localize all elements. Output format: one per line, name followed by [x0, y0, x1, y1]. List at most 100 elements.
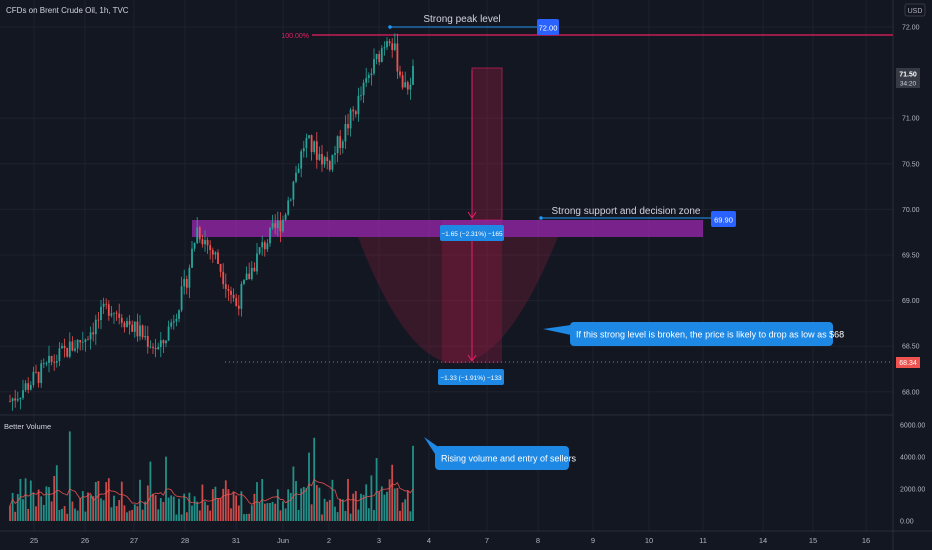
volume-bar [162, 501, 165, 521]
time-tick-label: 14 [759, 536, 767, 545]
candle-body [253, 267, 256, 272]
callout-break-text: If this strong level is broken, the pric… [576, 330, 844, 340]
candle-body [16, 399, 19, 401]
volume-bar [14, 511, 17, 521]
candle-body [58, 348, 61, 362]
drop-projection-curve [358, 237, 558, 364]
candle-body [367, 75, 370, 78]
candle-body [178, 310, 180, 319]
currency-label: USD [908, 8, 923, 15]
candle-body [92, 332, 95, 335]
price-tick-label: 71.00 [902, 116, 920, 123]
price-axis[interactable]: 72.00 71.00 70.50 70.00 69.50 69.00 68.50 68.00 [902, 25, 920, 397]
volume-bar [274, 503, 277, 521]
volume-bar [318, 487, 321, 521]
peak-badge[interactable] [537, 19, 559, 35]
support-badge[interactable] [711, 211, 736, 227]
time-tick-label: 16 [862, 536, 870, 545]
volume-bar [128, 510, 131, 521]
volume-bar [40, 496, 43, 521]
time-tick-label: 25 [30, 536, 38, 545]
candle-body [243, 280, 245, 284]
volume-bar [240, 491, 243, 521]
volume-axis[interactable]: 6000.00 4000.00 2000.00 0.00 [900, 423, 925, 526]
volume-bar [146, 485, 149, 521]
candle-body [258, 247, 261, 254]
volume-bar [292, 466, 295, 521]
volume-bar [328, 499, 331, 521]
candle-body [388, 41, 391, 44]
volume-bar [27, 508, 30, 521]
volume-bar [253, 493, 256, 521]
candle-body [175, 318, 178, 322]
currency-button[interactable] [904, 3, 926, 17]
candle-body [131, 324, 134, 332]
symbol-title: CFDs on Brent Crude Oil, 1h, TVC [6, 6, 129, 15]
volume-bar [289, 492, 292, 521]
volume-bar [185, 512, 188, 521]
peak-note-text: Strong peak level [423, 14, 500, 25]
volume-bar [287, 489, 290, 521]
measure-box-upper[interactable] [471, 67, 503, 221]
time-axis[interactable]: 25 26 27 28 31 Jun 2 3 4 7 8 9 10 11 14 15 16 [30, 536, 870, 545]
grid-lines [0, 0, 893, 531]
time-tick-label: 3 [377, 536, 381, 545]
volume-bar [214, 486, 217, 521]
candle-body [328, 161, 331, 170]
volume-bar [24, 478, 27, 521]
volume-bar [144, 501, 147, 521]
candle-body [79, 339, 82, 343]
candle-body [29, 384, 32, 390]
candle-body [235, 297, 238, 306]
volume-bar [35, 506, 37, 521]
volume-bar [11, 492, 14, 521]
candle-body [154, 347, 157, 350]
volume-bar [133, 504, 136, 521]
volume-bar [211, 489, 214, 521]
candle-body [149, 346, 152, 348]
candle-body [308, 135, 310, 138]
candle-body [211, 250, 214, 255]
candle-body [271, 223, 274, 228]
candle-body [188, 267, 191, 288]
volume-panel-title: Better Volume [4, 422, 51, 431]
candle-body [206, 240, 209, 246]
volume-bar [159, 498, 162, 521]
candle-body [383, 47, 386, 49]
volume-bar [209, 510, 212, 521]
candle-body [201, 239, 204, 245]
candle-body [102, 303, 105, 307]
volume-bar [157, 509, 160, 521]
candle-body [214, 252, 217, 255]
candle-body [250, 267, 253, 280]
candle-body [347, 123, 349, 129]
volume-bar [110, 507, 113, 521]
current-price-badge [896, 68, 920, 88]
candle-body [126, 321, 128, 328]
callout-volume[interactable] [435, 446, 569, 470]
volume-bar [354, 490, 357, 521]
candle-body [55, 361, 58, 363]
volume-bar [81, 491, 84, 521]
candle-body [40, 363, 43, 384]
measure-label-upper: −1.65 (−2.31%) −165 [441, 231, 503, 238]
candle-body [113, 312, 115, 314]
volume-bar [295, 481, 297, 521]
volume-bar [87, 492, 89, 521]
volume-bar [323, 498, 326, 521]
volume-bar [113, 495, 115, 521]
volume-bar [224, 480, 227, 521]
time-tick-label: 27 [130, 536, 138, 545]
candle-body [227, 289, 230, 291]
candle-body [81, 341, 84, 343]
volume-bar [68, 431, 71, 521]
candle-body [53, 361, 56, 363]
volume-bar [308, 452, 310, 521]
volume-bar [300, 488, 303, 521]
volume-bar [357, 509, 360, 521]
volume-bar [196, 501, 199, 521]
volume-bar [279, 510, 282, 521]
callout-break[interactable] [570, 322, 833, 346]
volume-bar [102, 500, 105, 521]
